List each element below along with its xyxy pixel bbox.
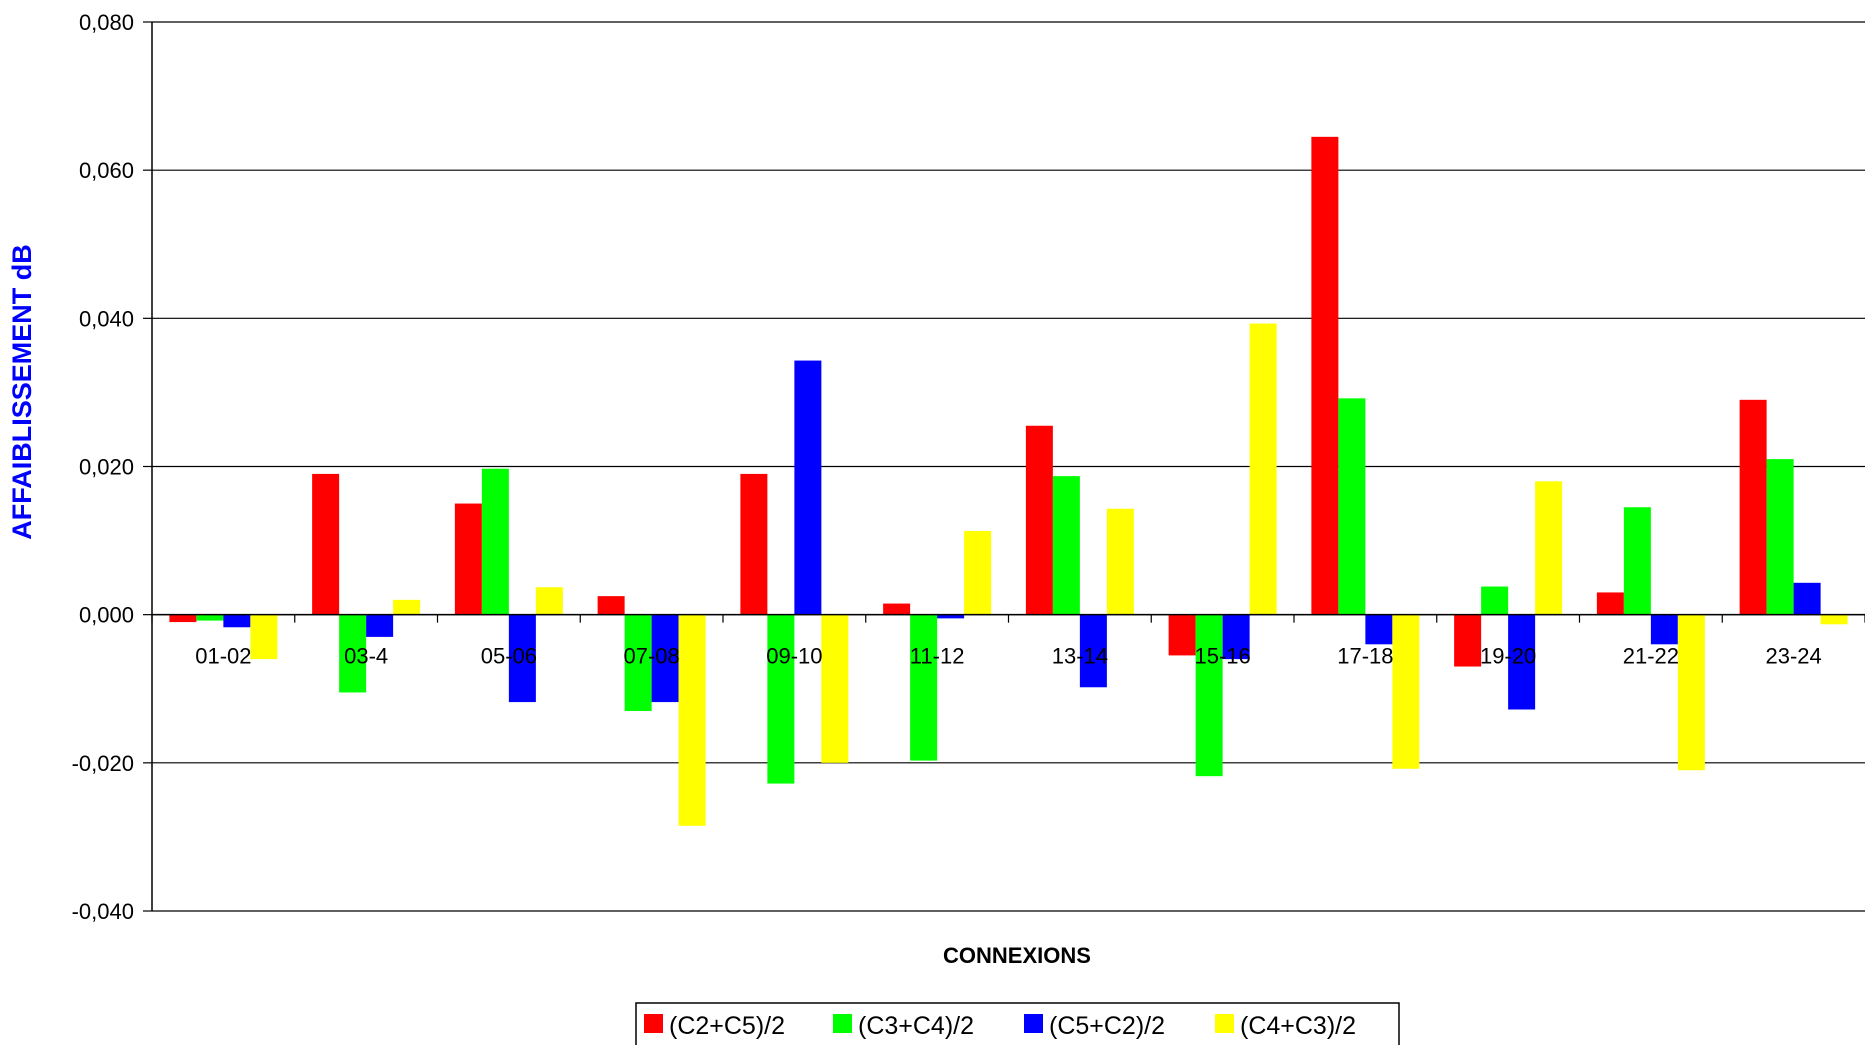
x-axis-title: CONNEXIONS <box>943 943 1091 968</box>
y-tick-label: 0,040 <box>79 306 134 331</box>
bar <box>678 614 706 826</box>
legend-swatch <box>833 1014 852 1033</box>
bar <box>1481 586 1509 615</box>
bar <box>312 473 340 615</box>
x-tick-labels: 01-02 03-4 05-06 07-08 09-10 11-12 13-14 15-16 1… <box>195 644 1822 669</box>
x-tick-label: 03-4 <box>344 644 388 669</box>
bar <box>1106 508 1134 615</box>
bar <box>740 473 768 615</box>
legend-label: (C4+C3)/2 <box>1240 1012 1356 1040</box>
bar <box>1052 476 1080 615</box>
bar <box>1739 399 1767 615</box>
bar <box>883 603 911 615</box>
bar <box>1365 614 1393 645</box>
y-axis-title: AFFAIBLISSEMENT dB <box>7 244 37 540</box>
x-tick-label: 05-06 <box>481 644 537 669</box>
bar <box>1195 614 1223 777</box>
bar <box>767 614 795 784</box>
bar <box>1025 425 1053 615</box>
bar <box>1311 136 1339 615</box>
x-tick-label: 19-20 <box>1480 644 1536 669</box>
bar <box>624 614 652 711</box>
legend-label: (C2+C5)/2 <box>669 1012 785 1040</box>
x-tick-label: 17-18 <box>1337 644 1393 669</box>
bar <box>1650 614 1678 645</box>
y-tick-label: 0,060 <box>79 158 134 183</box>
x-tick-label: 07-08 <box>623 644 679 669</box>
bar <box>821 614 849 763</box>
bar <box>393 599 421 615</box>
bar <box>1168 614 1196 656</box>
y-tick-label: 0,080 <box>79 10 134 35</box>
x-tick-label: 15-16 <box>1194 644 1250 669</box>
bar <box>910 614 938 761</box>
x-tick-label: 01-02 <box>195 644 251 669</box>
legend-swatch <box>1024 1014 1043 1033</box>
bar <box>1766 459 1794 615</box>
bar <box>1793 582 1821 615</box>
bar <box>937 614 965 619</box>
x-tick-label: 21-22 <box>1623 644 1679 669</box>
x-tick-label: 09-10 <box>766 644 822 669</box>
bar <box>597 596 625 615</box>
y-tick-label: -0,040 <box>72 899 134 924</box>
legend-label: (C5+C2)/2 <box>1049 1012 1165 1040</box>
y-tick-label: 0,020 <box>79 455 134 480</box>
legend-swatch <box>1215 1014 1234 1033</box>
bar <box>1535 481 1563 615</box>
bar <box>454 503 482 615</box>
bar <box>651 614 679 703</box>
gridlines <box>152 21 1865 912</box>
bars <box>169 136 1848 826</box>
y-tick-labels: -0,040 -0,020 0,000 0,020 0,040 0,060 0,080 <box>72 10 134 924</box>
x-tick-label: 13-14 <box>1052 644 1108 669</box>
bar <box>250 614 278 660</box>
bar <box>223 614 251 628</box>
bar <box>1079 614 1107 688</box>
bar <box>794 360 822 615</box>
legend: (C2+C5)/2 (C3+C4)/2 (C5+C2)/2 (C4+C3)/2 <box>635 1002 1400 1045</box>
bar <box>1222 614 1250 660</box>
bar <box>1677 614 1705 771</box>
bar <box>964 530 992 615</box>
y-tick-label: -0,020 <box>72 751 134 776</box>
y-tick-label: 0,000 <box>79 603 134 628</box>
legend-box <box>635 1002 1400 1045</box>
legend-swatch <box>644 1014 663 1033</box>
bar <box>339 614 367 693</box>
x-tick-label: 11-12 <box>910 644 965 669</box>
bar <box>1392 614 1420 769</box>
bar <box>169 614 197 623</box>
bar <box>1508 614 1536 710</box>
bar <box>196 614 224 621</box>
axes <box>143 21 1865 912</box>
bar <box>1454 614 1482 667</box>
bar <box>1820 614 1848 625</box>
bar <box>535 587 563 615</box>
bar <box>366 614 394 637</box>
bar <box>481 468 509 615</box>
bar <box>1338 398 1366 615</box>
bar <box>1596 592 1624 615</box>
bar <box>1249 323 1277 615</box>
legend-label: (C3+C4)/2 <box>858 1012 974 1040</box>
bar <box>1623 507 1651 615</box>
x-tick-label: 23-24 <box>1765 644 1821 669</box>
bar <box>508 614 536 703</box>
